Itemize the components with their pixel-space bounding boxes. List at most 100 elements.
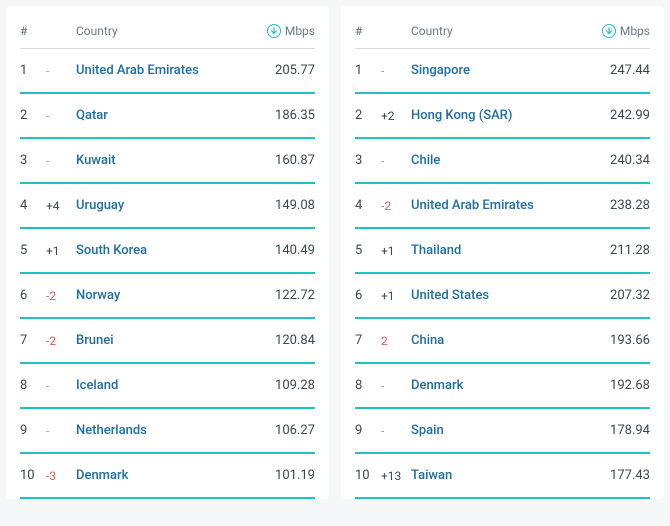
table-row[interactable]: 6-2Norway122.72 (20, 274, 315, 319)
table-header: # CountryMbps (20, 14, 315, 49)
table-row[interactable]: 10+13Taiwan177.43 (355, 454, 650, 499)
cell-change: - (381, 154, 411, 168)
cell-change: +2 (381, 109, 411, 123)
cell-change: - (46, 154, 76, 168)
cell-rank: 9 (355, 423, 381, 438)
cell-mbps: 140.49 (257, 243, 315, 258)
table-row[interactable]: 3-Kuwait160.87 (20, 139, 315, 184)
cell-mbps: 205.77 (257, 63, 315, 78)
table-row[interactable]: 8-Denmark192.68 (355, 364, 650, 409)
table-row[interactable]: 2-Qatar186.35 (20, 94, 315, 139)
table-row[interactable]: 6+1United States207.32 (355, 274, 650, 319)
cell-mbps: 238.28 (592, 198, 650, 213)
cell-rank: 10 (355, 468, 381, 483)
table-row[interactable]: 1-Singapore247.44 (355, 49, 650, 94)
cell-change: - (381, 379, 411, 393)
cell-rank: 7 (20, 333, 46, 348)
cell-country[interactable]: Taiwan (411, 468, 592, 483)
cell-country[interactable]: Denmark (76, 468, 257, 483)
table-header: #CountryMbps (355, 14, 650, 49)
table-row[interactable]: 10-3Denmark101.19 (20, 454, 315, 499)
cell-mbps: 247.44 (592, 63, 650, 78)
header-country: Country (76, 24, 257, 38)
cell-rank: 3 (355, 153, 381, 168)
cell-change: 2 (381, 334, 411, 348)
cell-change: -2 (46, 334, 76, 348)
table-row[interactable]: 5+1Thailand211.28 (355, 229, 650, 274)
download-icon (602, 24, 616, 38)
cell-change: -2 (46, 289, 76, 303)
cell-country[interactable]: Uruguay (76, 198, 257, 213)
table-row[interactable]: 9-Netherlands106.27 (20, 409, 315, 454)
cell-rank: 2 (355, 108, 381, 123)
cell-rank: 1 (20, 63, 46, 78)
download-icon (267, 24, 281, 38)
cell-change: +1 (46, 244, 76, 258)
cell-country[interactable]: Norway (76, 288, 257, 303)
header-rank: # (20, 24, 46, 38)
table-row[interactable]: 2+2Hong Kong (SAR)242.99 (355, 94, 650, 139)
cell-change: - (46, 64, 76, 78)
cell-rank: 3 (20, 153, 46, 168)
cell-country[interactable]: Iceland (76, 378, 257, 393)
cell-rank: 10 (20, 468, 46, 483)
cell-mbps: 242.99 (592, 108, 650, 123)
cell-change: - (46, 379, 76, 393)
cell-rank: 4 (20, 198, 46, 213)
header-mbps: Mbps (592, 24, 650, 38)
table-row[interactable]: 5+1South Korea140.49 (20, 229, 315, 274)
cell-change: +13 (381, 469, 411, 483)
cell-change: - (46, 109, 76, 123)
cell-rank: 9 (20, 423, 46, 438)
cell-rank: 2 (20, 108, 46, 123)
cell-country[interactable]: Netherlands (76, 423, 257, 438)
cell-country[interactable]: Brunei (76, 333, 257, 348)
cell-change: +1 (381, 289, 411, 303)
cell-mbps: 178.94 (592, 423, 650, 438)
table-row[interactable]: 3-Chile240.34 (355, 139, 650, 184)
header-mbps: Mbps (257, 24, 315, 38)
cell-mbps: 193.66 (592, 333, 650, 348)
cell-country[interactable]: United Arab Emirates (76, 63, 257, 78)
cell-mbps: 120.84 (257, 333, 315, 348)
table-row[interactable]: 4-2United Arab Emirates238.28 (355, 184, 650, 229)
left-panel: #CountryMbps1-United Arab Emirates205.77… (6, 6, 329, 499)
cell-country[interactable]: South Korea (76, 243, 257, 258)
cell-mbps: 192.68 (592, 378, 650, 393)
cell-mbps: 186.35 (257, 108, 315, 123)
cell-country[interactable]: Spain (411, 423, 592, 438)
right-panel: #CountryMbps1-Singapore247.442+2Hong Kon… (341, 6, 664, 499)
cell-rank: 6 (20, 288, 46, 303)
cell-mbps: 101.19 (257, 468, 315, 483)
cell-country[interactable]: Denmark (411, 378, 592, 393)
table-row[interactable]: 7-2Brunei120.84 (20, 319, 315, 364)
table-row[interactable]: 72China193.66 (355, 319, 650, 364)
cell-change: -2 (381, 199, 411, 213)
cell-country[interactable]: Thailand (411, 243, 592, 258)
cell-country[interactable]: Chile (411, 153, 592, 168)
cell-mbps: 149.08 (257, 198, 315, 213)
cell-change: - (381, 424, 411, 438)
cell-rank: 6 (355, 288, 381, 303)
table-row[interactable]: 9-Spain178.94 (355, 409, 650, 454)
cell-country[interactable]: Kuwait (76, 153, 257, 168)
cell-mbps: 177.43 (592, 468, 650, 483)
cell-country[interactable]: Qatar (76, 108, 257, 123)
cell-country[interactable]: United Arab Emirates (411, 198, 592, 213)
cell-rank: 5 (20, 243, 46, 258)
cell-country[interactable]: Singapore (411, 63, 592, 78)
table-row[interactable]: 8-Iceland109.28 (20, 364, 315, 409)
header-rank: # (355, 24, 381, 38)
table-row[interactable]: 1-United Arab Emirates205.77 (20, 49, 315, 94)
cell-rank: 4 (355, 198, 381, 213)
cell-change: +4 (46, 199, 76, 213)
cell-country[interactable]: China (411, 333, 592, 348)
cell-country[interactable]: Hong Kong (SAR) (411, 108, 592, 123)
cell-rank: 8 (355, 378, 381, 393)
cell-mbps: 160.87 (257, 153, 315, 168)
cell-mbps: 109.28 (257, 378, 315, 393)
cell-mbps: 122.72 (257, 288, 315, 303)
cell-mbps: 240.34 (592, 153, 650, 168)
table-row[interactable]: 4+4Uruguay149.08 (20, 184, 315, 229)
cell-country[interactable]: United States (411, 288, 592, 303)
